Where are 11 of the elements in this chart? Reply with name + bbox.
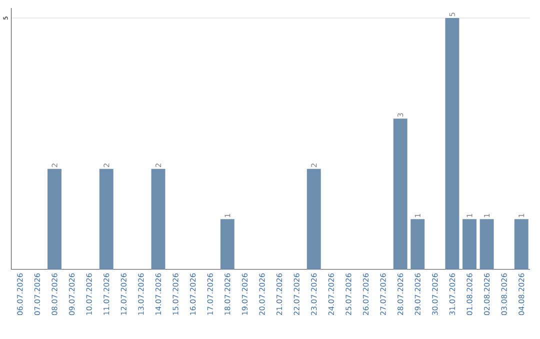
bar	[410, 219, 425, 270]
bar	[306, 168, 321, 270]
bar	[514, 219, 528, 270]
bar	[99, 168, 114, 270]
bar	[220, 219, 234, 270]
bar	[393, 118, 408, 270]
bar	[151, 168, 166, 270]
bar	[462, 219, 476, 270]
bar	[48, 168, 62, 270]
bar	[480, 219, 494, 270]
bar	[445, 18, 460, 270]
